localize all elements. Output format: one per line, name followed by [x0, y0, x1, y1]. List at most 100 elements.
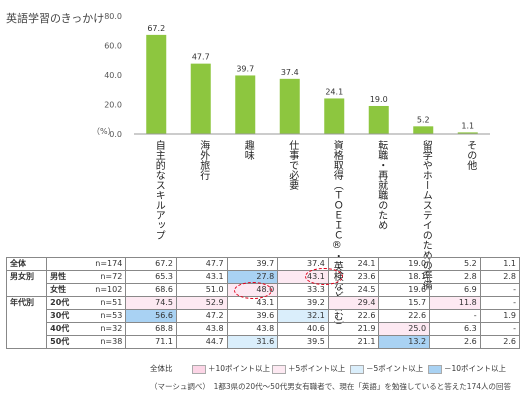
row-sample-size: n=32 [76, 322, 127, 336]
bar-value-label-2: 39.7 [236, 64, 254, 73]
breakdown-table: 全体 n=174 67.2 47.7 39.7 37.4 24.1 19.0 5.2 1.1 男女別… [5, 257, 520, 349]
highlight-circle-male-work [305, 268, 343, 285]
legend-minus10-swatch [428, 364, 442, 374]
table-cell: 24.5 [327, 283, 380, 297]
table-row: 年代別 20代 n=51 74.5 52.9 43.1 39.2 29.4 15.7 11.8- [5, 296, 520, 349]
bar-7 [457, 132, 478, 134]
table-cell: 39.6 [226, 309, 279, 323]
row-sample-size: n=174 [76, 257, 127, 271]
category-label-5: 転職・再就職のため [375, 140, 387, 230]
row-sub-label [46, 257, 77, 271]
category-label-4: 資格取得（ＴＯＥＩＣ®・英検など含む） [331, 140, 343, 331]
table-row: 男女別 男性 n=72 65.3 43.1 27.8 43.1 23.6 18.1 2.8 2.8 [5, 270, 520, 297]
table-cell: 1.9 [479, 309, 520, 323]
bar-1 [190, 63, 211, 134]
table-cell: 11.8 [429, 296, 481, 310]
row-sample-size: n=53 [76, 309, 127, 323]
table-cell: 51.0 [175, 283, 228, 297]
row-sub-label: 50代 [46, 335, 77, 349]
table-cell: 74.5 [125, 296, 177, 310]
table-cell: 39.2 [277, 296, 329, 310]
bar-value-label-6: 5.2 [417, 115, 430, 124]
table-row: 全体 n=174 67.2 47.7 39.7 37.4 24.1 19.0 5.2 1.1 [5, 257, 520, 271]
table-cell: 47.7 [175, 257, 228, 271]
row-group-label: 全体 [5, 257, 48, 271]
table-cell: 67.2 [125, 257, 177, 271]
bar-value-label-4: 24.1 [325, 87, 343, 96]
y-tick-label: 0.0 [109, 130, 122, 139]
table-cell: 22.6 [327, 309, 380, 323]
table-row: 30代 n=53 56.6 47.2 39.6 32.1 22.6 22.6-1.9 [7, 309, 520, 323]
table-cell: 19.6 [378, 283, 431, 297]
bar-6 [413, 126, 434, 134]
row-sub-label: 30代 [46, 309, 77, 323]
table-cell: 2.6 [429, 335, 481, 349]
table-cell: 15.7 [378, 296, 431, 310]
highlight-circle-female-hobby [234, 282, 272, 299]
bar-value-label-3: 37.4 [281, 68, 299, 77]
table-cell: 13.2 [378, 335, 431, 349]
table-row: 40代 n=32 68.8 43.8 43.8 40.6 21.9 25.0 6.3- [7, 322, 520, 336]
table-cell: 22.6 [378, 309, 431, 323]
table-cell: - [479, 283, 520, 297]
table-cell: 39.7 [226, 257, 279, 271]
legend-minus5-label: －5ポイント以上 [366, 364, 424, 373]
y-tick-label: 20.0 [104, 101, 122, 110]
chart-title: 英語学習のきっかけ [6, 12, 105, 25]
table-cell: 5.2 [429, 257, 481, 271]
bars: 67.2 47.7 39.7 37.4 24.1 19.0 5.2 1.1 [146, 24, 478, 134]
category-label-2: 趣味 [242, 140, 254, 160]
table-cell: 21.9 [327, 322, 380, 336]
table-cell: 1.1 [479, 257, 520, 271]
table-cell: 39.5 [277, 335, 329, 349]
legend-minus5-swatch [350, 364, 364, 374]
table-cell: 18.1 [378, 270, 431, 284]
table-cell: 68.8 [125, 322, 177, 336]
y-axis: 80.0 60.0 40.0 20.0 0.0 [104, 12, 122, 139]
legend-plus10-label: ＋10ポイント以上 [208, 364, 271, 373]
bar-2 [235, 75, 256, 134]
row-group-label: 年代別 [5, 296, 48, 349]
table-cell: 40.6 [277, 322, 329, 336]
table-cell: 65.3 [125, 270, 177, 284]
legend-base: 全体比 [150, 364, 173, 373]
category-label-1: 海外旅行 [197, 140, 209, 180]
row-sample-size: n=72 [76, 270, 127, 284]
table-cell: 19.0 [378, 257, 431, 271]
row-sub-label: 女性 [46, 283, 77, 297]
y-axis-unit: （%） [92, 127, 116, 136]
legend-plus5-swatch [272, 364, 286, 374]
legend-minus10-label: －10ポイント以上 [444, 364, 507, 373]
table-cell: 2.8 [429, 270, 481, 284]
table-cell: - [479, 322, 520, 336]
category-label-0: 自主的なスキルアップ [153, 140, 165, 240]
row-sample-size: n=51 [76, 296, 127, 310]
table-cell: 43.8 [175, 322, 228, 336]
legend-minus10: －10ポイント以上 [428, 363, 506, 374]
table-cell: 71.1 [125, 335, 177, 349]
table-cell: 29.4 [327, 296, 380, 310]
category-label-6: 留学やホームステイのための準備 [420, 140, 432, 290]
bar-0 [146, 34, 167, 134]
table-cell: 32.1 [277, 309, 329, 323]
table-cell: 44.7 [175, 335, 228, 349]
table-cell: 24.1 [327, 257, 380, 271]
bar-3 [279, 78, 300, 134]
source-note: （マーシュ調べ） 1都3県の20代〜50代男女有職者で、現在「英語」を勉強してい… [150, 382, 512, 391]
y-tick-label: 60.0 [104, 42, 122, 51]
row-sub-label: 40代 [46, 322, 77, 336]
table-cell: 68.6 [125, 283, 177, 297]
legend-plus5-label: ＋5ポイント以上 [288, 364, 346, 373]
category-label-7: その他 [464, 140, 476, 170]
table-cell: - [429, 309, 481, 323]
bar-value-label-0: 67.2 [147, 24, 165, 33]
table-cell: 21.1 [327, 335, 380, 349]
table-cell: 56.6 [125, 309, 177, 323]
row-sub-label: 男性 [46, 270, 77, 284]
y-tick-label: 80.0 [104, 12, 122, 21]
table-cell: 43.8 [226, 322, 279, 336]
table-cell: 31.6 [226, 335, 279, 349]
table-cell: 33.3 [277, 283, 329, 297]
bar-5 [368, 105, 389, 134]
